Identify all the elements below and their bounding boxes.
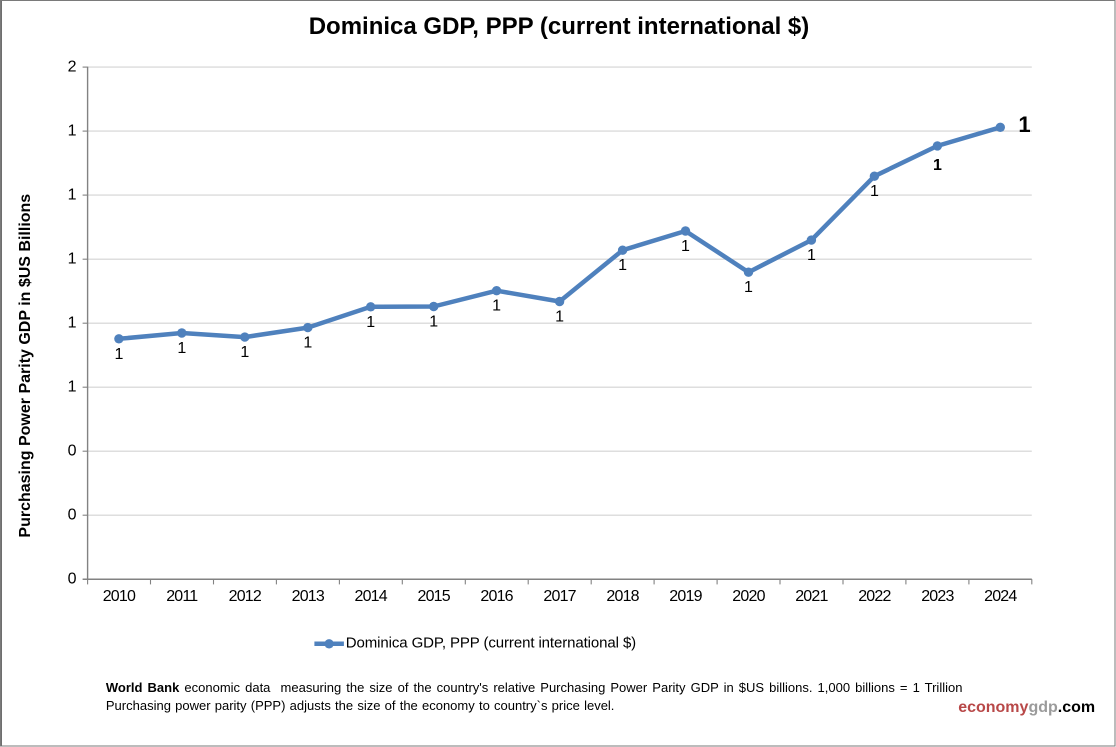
svg-text:1: 1 bbox=[1018, 112, 1030, 137]
svg-text:1: 1 bbox=[618, 257, 627, 274]
svg-text:1: 1 bbox=[555, 309, 564, 326]
svg-text:2023: 2023 bbox=[921, 588, 954, 605]
svg-text:1: 1 bbox=[933, 157, 942, 174]
svg-text:2: 2 bbox=[68, 59, 77, 76]
svg-text:1: 1 bbox=[744, 279, 753, 296]
svg-text:2017: 2017 bbox=[543, 588, 576, 605]
svg-text:2019: 2019 bbox=[669, 588, 702, 605]
svg-text:Purchasing power parity (PPP): Purchasing power parity (PPP) adjusts th… bbox=[106, 698, 615, 713]
svg-text:2013: 2013 bbox=[292, 588, 325, 605]
svg-text:1: 1 bbox=[68, 251, 77, 268]
svg-text:2012: 2012 bbox=[229, 588, 262, 605]
svg-text:2014: 2014 bbox=[354, 588, 387, 605]
svg-text:Dominica GDP, PPP (current int: Dominica GDP, PPP (current international… bbox=[346, 634, 636, 651]
svg-text:1: 1 bbox=[240, 344, 249, 361]
svg-text:Dominica GDP, PPP (current int: Dominica GDP, PPP (current international… bbox=[309, 13, 810, 40]
svg-text:2011: 2011 bbox=[166, 588, 198, 605]
svg-text:2024: 2024 bbox=[984, 588, 1017, 605]
svg-text:2020: 2020 bbox=[732, 588, 765, 605]
svg-text:Purchasing Power Parity GDP in: Purchasing Power Parity GDP in $US Billi… bbox=[17, 194, 34, 538]
svg-text:1: 1 bbox=[68, 315, 77, 332]
svg-text:2021: 2021 bbox=[795, 588, 828, 605]
svg-text:1: 1 bbox=[177, 340, 186, 357]
svg-text:1: 1 bbox=[492, 298, 501, 315]
svg-text:1: 1 bbox=[807, 247, 816, 264]
svg-text:0: 0 bbox=[68, 443, 77, 460]
svg-text:1: 1 bbox=[366, 314, 375, 331]
svg-text:2016: 2016 bbox=[480, 588, 513, 605]
svg-text:1: 1 bbox=[114, 346, 123, 363]
svg-text:1: 1 bbox=[870, 183, 879, 200]
svg-text:1: 1 bbox=[429, 314, 438, 331]
svg-text:1: 1 bbox=[68, 379, 77, 396]
svg-text:0: 0 bbox=[68, 507, 77, 524]
svg-text:1: 1 bbox=[68, 123, 77, 140]
svg-text:1: 1 bbox=[681, 238, 690, 255]
svg-text:1: 1 bbox=[303, 335, 312, 352]
svg-text:2010: 2010 bbox=[103, 588, 136, 605]
svg-text:World Bank economic data meas: World Bank economic data measuring the s… bbox=[106, 680, 963, 695]
svg-text:1: 1 bbox=[68, 187, 77, 204]
svg-text:0: 0 bbox=[68, 571, 77, 588]
svg-text:economygdp.com: economygdp.com bbox=[958, 699, 1095, 716]
svg-text:2022: 2022 bbox=[858, 588, 891, 605]
svg-text:2015: 2015 bbox=[417, 588, 450, 605]
svg-text:2018: 2018 bbox=[606, 588, 639, 605]
